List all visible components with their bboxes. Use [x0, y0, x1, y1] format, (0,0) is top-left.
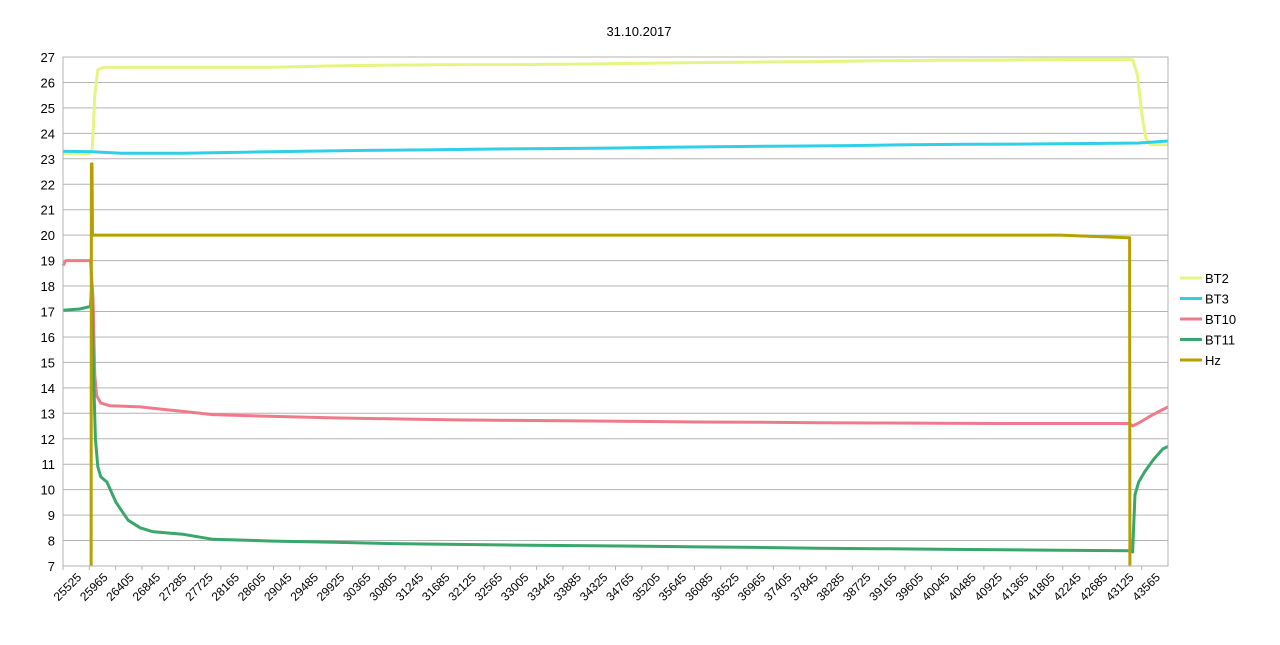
x-tick-label: 32565 — [472, 570, 506, 604]
x-tick-label: 41365 — [998, 570, 1032, 604]
legend-label-bt11: BT11 — [1205, 333, 1235, 348]
x-tick-label: 34325 — [577, 570, 611, 604]
y-tick-label: 17 — [41, 305, 55, 320]
x-tick-label: 29485 — [288, 570, 322, 604]
series-line-bt2 — [63, 58, 1168, 156]
x-tick-label: 36085 — [682, 570, 716, 604]
x-tick-label: 29045 — [261, 570, 295, 604]
grid-lines — [63, 56, 1168, 567]
x-tick-label: 36525 — [709, 570, 743, 604]
series-line-bt11 — [62, 284, 1169, 554]
x-tick-label: 25965 — [77, 570, 111, 604]
y-tick-label: 8 — [48, 534, 55, 549]
legend: BT2 BT3 BT10 BT11 Hz — [1180, 271, 1236, 368]
series-line-bt3 — [62, 139, 1169, 155]
y-tick-label: 13 — [41, 406, 55, 421]
x-tick-label: 31685 — [419, 570, 453, 604]
x-tick-label: 30805 — [366, 570, 400, 604]
legend-label-bt10: BT10 — [1205, 312, 1236, 327]
series-lines — [61, 58, 1169, 567]
x-tick-label: 41805 — [1024, 570, 1058, 604]
x-tick-label: 34765 — [603, 570, 637, 604]
x-tick-label: 40485 — [945, 570, 979, 604]
y-axis-ticks: 7 8 9 10 11 12 13 14 15 16 17 18 19 20 21 22 23 24 25 26 27 — [41, 50, 55, 574]
y-tick-label: 11 — [42, 457, 56, 472]
x-tick-label: 42685 — [1077, 570, 1111, 604]
x-tick-label: 39165 — [866, 570, 900, 604]
x-tick-label: 38285 — [814, 570, 848, 604]
y-tick-label: 18 — [41, 279, 55, 294]
chart-title: 31.10.2017 — [606, 24, 671, 39]
y-tick-label: 20 — [41, 228, 55, 243]
y-tick-label: 24 — [41, 126, 55, 141]
x-tick-label: 35205 — [630, 570, 664, 604]
y-tick-label: 21 — [41, 203, 55, 218]
x-tick-label: 30365 — [340, 570, 374, 604]
y-tick-label: 23 — [41, 152, 55, 167]
x-tick-label: 37845 — [787, 570, 821, 604]
x-tick-label: 33005 — [498, 570, 532, 604]
y-tick-label: 27 — [41, 50, 55, 65]
series-line-bt10 — [61, 259, 1169, 428]
x-tick-label: 35645 — [656, 570, 690, 604]
x-tick-label: 40045 — [919, 570, 953, 604]
x-tick-label: 28605 — [235, 570, 269, 604]
x-tick-label: 43565 — [1129, 570, 1163, 604]
y-tick-label: 7 — [48, 559, 55, 574]
x-tick-label: 33885 — [551, 570, 585, 604]
x-tick-label: 39605 — [893, 570, 927, 604]
y-tick-label: 16 — [41, 330, 55, 345]
series-line-hz — [89, 162, 1132, 567]
y-tick-label: 10 — [41, 483, 55, 498]
legend-label-bt3: BT3 — [1205, 292, 1229, 307]
x-tick-label: 33445 — [524, 570, 558, 604]
x-tick-label: 42245 — [1051, 570, 1085, 604]
x-tick-label: 25525 — [51, 570, 85, 604]
x-tick-label: 31245 — [393, 570, 427, 604]
x-tick-label: 26405 — [103, 570, 137, 604]
plot-frame — [62, 56, 1169, 567]
x-tick-label: 29925 — [314, 570, 348, 604]
x-tick-label: 38725 — [840, 570, 874, 604]
y-tick-label: 25 — [41, 101, 55, 116]
x-tick-label: 36965 — [735, 570, 769, 604]
y-tick-label: 14 — [41, 381, 55, 396]
legend-label-hz: Hz — [1205, 353, 1221, 368]
y-tick-label: 15 — [41, 355, 55, 370]
x-tick-label: 28165 — [209, 570, 243, 604]
x-tick-label: 27725 — [182, 570, 216, 604]
x-tick-label: 27285 — [156, 570, 190, 604]
y-tick-label: 12 — [41, 432, 55, 447]
y-tick-label: 19 — [41, 254, 55, 269]
x-tick-label: 43125 — [1103, 570, 1137, 604]
x-axis-ticks: 2552525965264052684527285277252816528605… — [51, 566, 1163, 604]
y-tick-label: 26 — [41, 75, 55, 90]
y-tick-label: 9 — [48, 508, 55, 523]
legend-label-bt2: BT2 — [1205, 271, 1229, 286]
x-tick-label: 26845 — [130, 570, 164, 604]
x-tick-label: 37405 — [761, 570, 795, 604]
x-tick-label: 32125 — [445, 570, 479, 604]
x-tick-label: 40925 — [972, 570, 1006, 604]
y-tick-label: 22 — [41, 177, 55, 192]
